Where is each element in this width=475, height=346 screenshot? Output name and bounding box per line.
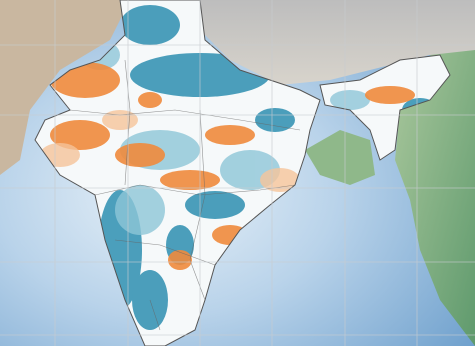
terrain-west bbox=[0, 0, 130, 175]
terrain-east bbox=[395, 50, 475, 346]
terrain-himalaya bbox=[130, 0, 475, 85]
india-outline bbox=[34, 0, 451, 346]
terrain-bangladesh bbox=[305, 130, 375, 185]
